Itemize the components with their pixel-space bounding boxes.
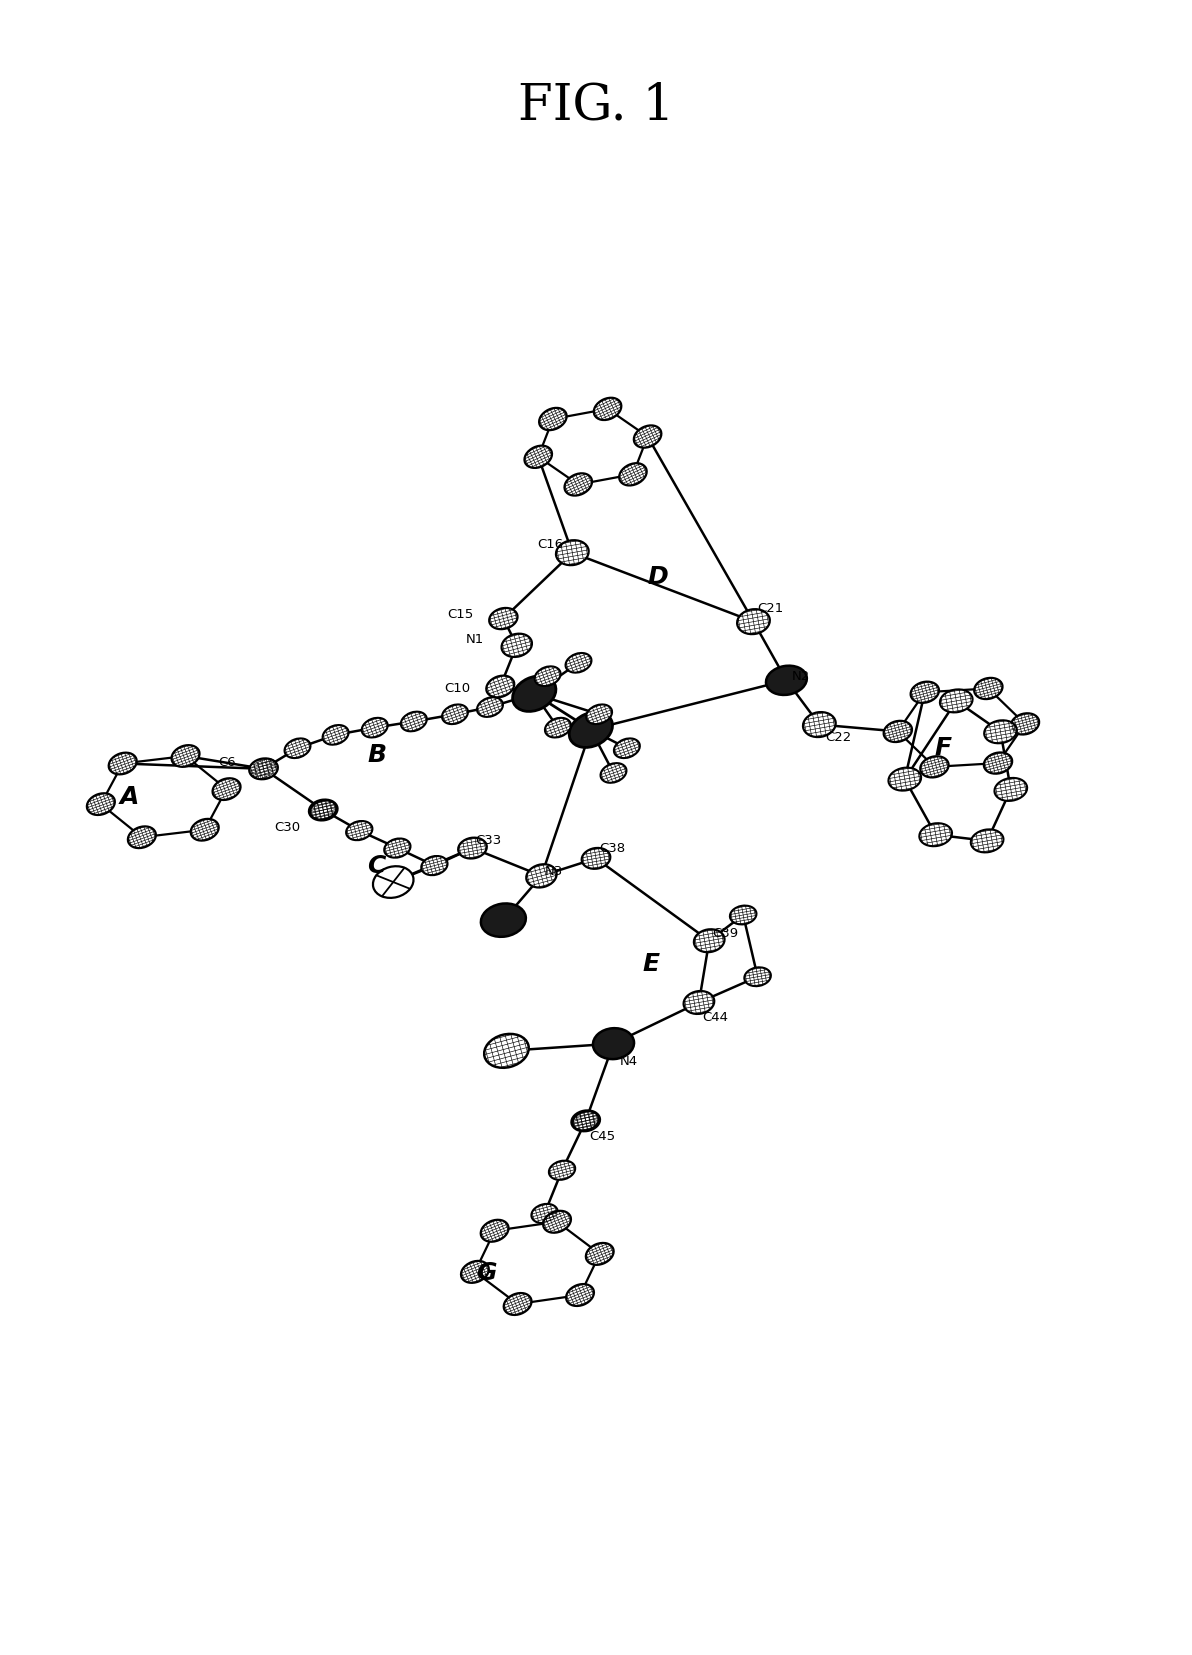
Ellipse shape — [484, 1034, 529, 1067]
Ellipse shape — [592, 1028, 634, 1059]
Ellipse shape — [994, 778, 1028, 801]
Ellipse shape — [285, 738, 310, 758]
Text: C6: C6 — [218, 756, 236, 770]
Ellipse shape — [585, 1243, 614, 1264]
Ellipse shape — [87, 793, 114, 814]
Ellipse shape — [730, 905, 757, 925]
Ellipse shape — [911, 682, 939, 703]
Text: N3: N3 — [545, 866, 563, 879]
Ellipse shape — [249, 758, 278, 780]
Ellipse shape — [480, 1220, 509, 1241]
Text: D: D — [647, 566, 669, 589]
Text: N1: N1 — [465, 632, 484, 645]
Text: C21: C21 — [758, 602, 784, 614]
Ellipse shape — [619, 463, 647, 485]
Ellipse shape — [310, 801, 336, 819]
Text: FIG. 1: FIG. 1 — [517, 81, 675, 131]
Ellipse shape — [570, 712, 613, 748]
Text: C16: C16 — [538, 538, 564, 551]
Ellipse shape — [548, 1160, 576, 1180]
Ellipse shape — [458, 837, 486, 859]
Ellipse shape — [544, 1211, 571, 1233]
Ellipse shape — [513, 675, 555, 712]
Ellipse shape — [128, 826, 156, 847]
Text: N4: N4 — [620, 1054, 638, 1067]
Text: C10: C10 — [445, 682, 471, 695]
Ellipse shape — [421, 856, 447, 875]
Ellipse shape — [526, 864, 557, 887]
Ellipse shape — [480, 904, 526, 937]
Ellipse shape — [489, 607, 517, 629]
Ellipse shape — [634, 425, 662, 449]
Ellipse shape — [539, 407, 566, 430]
Ellipse shape — [694, 928, 725, 952]
Text: C33: C33 — [476, 834, 502, 847]
Ellipse shape — [486, 675, 514, 697]
Text: C30: C30 — [274, 821, 300, 834]
Ellipse shape — [983, 753, 1012, 773]
Ellipse shape — [504, 1293, 532, 1316]
Ellipse shape — [524, 445, 552, 468]
Ellipse shape — [888, 768, 921, 791]
Ellipse shape — [401, 712, 427, 732]
Text: F: F — [935, 736, 951, 760]
Ellipse shape — [1011, 713, 1039, 735]
Text: G: G — [476, 1261, 496, 1286]
Ellipse shape — [477, 697, 503, 717]
Ellipse shape — [571, 1111, 600, 1132]
Ellipse shape — [601, 763, 627, 783]
Text: N2: N2 — [791, 670, 809, 684]
Ellipse shape — [250, 760, 277, 778]
Ellipse shape — [766, 665, 807, 695]
Ellipse shape — [108, 753, 137, 775]
Ellipse shape — [744, 967, 771, 986]
Ellipse shape — [586, 705, 611, 725]
Ellipse shape — [309, 799, 337, 821]
Ellipse shape — [323, 725, 348, 745]
Ellipse shape — [594, 397, 621, 420]
Ellipse shape — [572, 1111, 598, 1130]
Text: C38: C38 — [600, 842, 626, 854]
Text: E: E — [642, 952, 659, 976]
Text: C: C — [367, 854, 386, 877]
Ellipse shape — [191, 819, 218, 841]
Ellipse shape — [532, 1203, 558, 1223]
Ellipse shape — [555, 540, 589, 564]
Ellipse shape — [442, 705, 468, 725]
Ellipse shape — [683, 991, 714, 1015]
Ellipse shape — [535, 667, 560, 687]
Text: C15: C15 — [447, 607, 473, 621]
Text: B: B — [367, 743, 386, 768]
Text: A: A — [120, 784, 139, 809]
Ellipse shape — [803, 712, 836, 736]
Ellipse shape — [346, 821, 372, 841]
Ellipse shape — [940, 690, 973, 712]
Ellipse shape — [974, 679, 1002, 698]
Ellipse shape — [985, 720, 1017, 743]
Ellipse shape — [566, 1284, 594, 1306]
Text: C44: C44 — [702, 1011, 728, 1024]
Ellipse shape — [384, 839, 410, 857]
Ellipse shape — [920, 756, 949, 778]
Ellipse shape — [970, 829, 1004, 852]
Ellipse shape — [373, 866, 414, 899]
Ellipse shape — [502, 634, 532, 657]
Text: C22: C22 — [826, 732, 852, 745]
Text: C45: C45 — [589, 1130, 615, 1144]
Ellipse shape — [172, 745, 199, 766]
Ellipse shape — [582, 847, 610, 869]
Ellipse shape — [361, 718, 387, 738]
Ellipse shape — [565, 654, 591, 672]
Ellipse shape — [737, 609, 770, 634]
Ellipse shape — [545, 718, 571, 738]
Ellipse shape — [883, 722, 912, 741]
Text: C39: C39 — [713, 927, 738, 940]
Ellipse shape — [212, 778, 241, 799]
Ellipse shape — [461, 1261, 489, 1283]
Ellipse shape — [565, 473, 592, 495]
Ellipse shape — [614, 738, 640, 758]
Ellipse shape — [919, 823, 952, 846]
